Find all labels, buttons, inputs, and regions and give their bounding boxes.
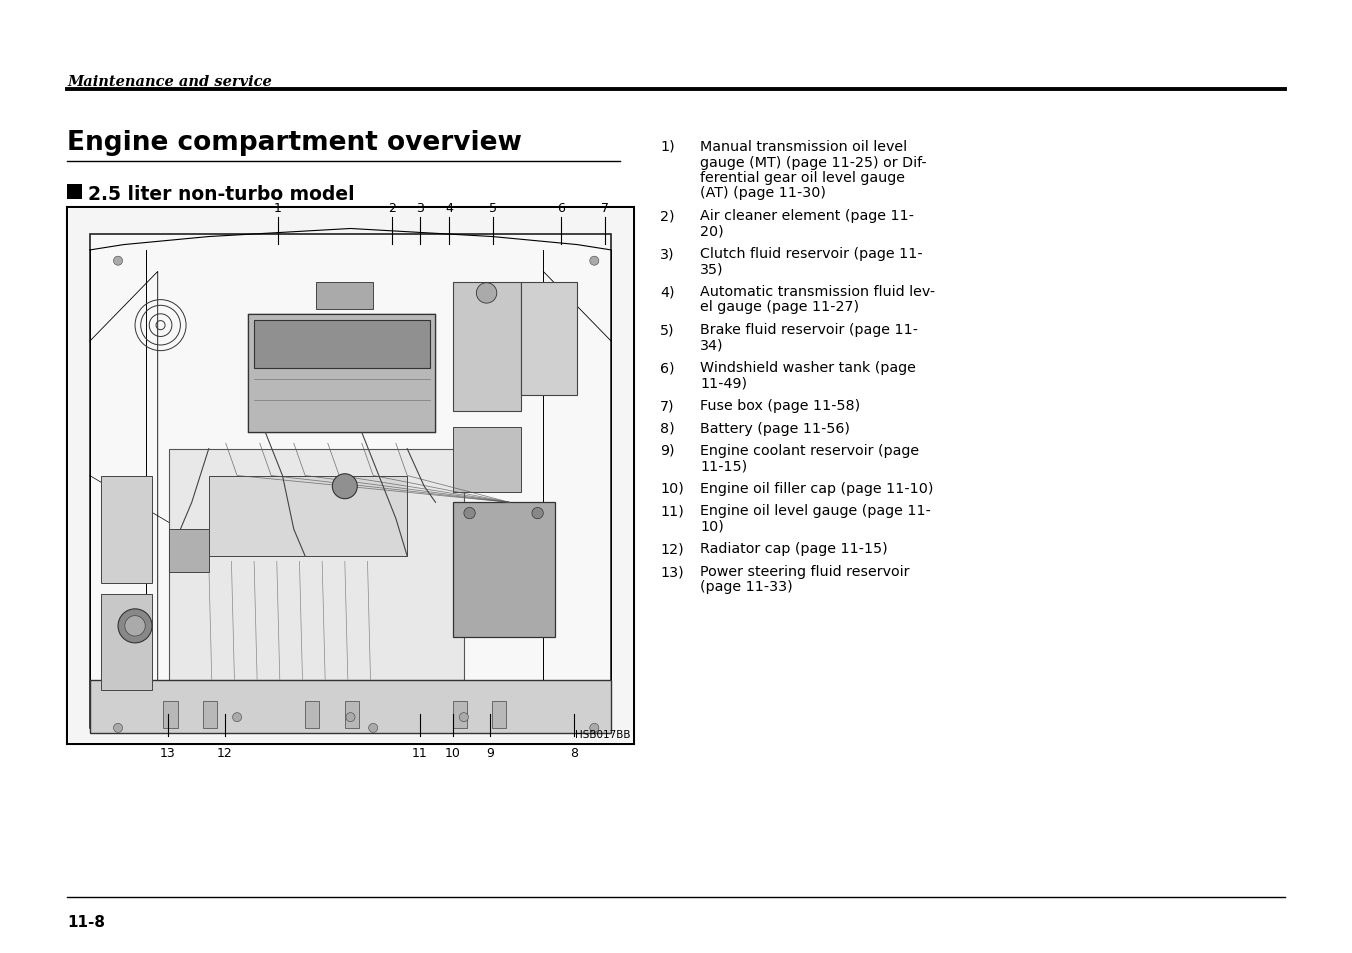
Circle shape: [589, 723, 599, 733]
Text: 2.5 liter non-turbo model: 2.5 liter non-turbo model: [88, 185, 354, 204]
Text: 7): 7): [660, 398, 675, 413]
Circle shape: [333, 475, 357, 499]
Circle shape: [476, 283, 496, 304]
Bar: [164, 701, 177, 728]
Text: 11): 11): [660, 504, 684, 518]
Text: 8): 8): [660, 421, 675, 435]
Text: 11: 11: [412, 746, 427, 760]
Bar: [316, 283, 373, 310]
Bar: [453, 428, 521, 492]
Bar: [68, 185, 82, 200]
Circle shape: [369, 723, 377, 733]
Text: 13: 13: [160, 746, 176, 760]
Bar: [169, 449, 464, 679]
Text: 11-15): 11-15): [700, 459, 748, 473]
Text: 12: 12: [218, 746, 233, 760]
Text: 5): 5): [660, 323, 675, 336]
Text: 11-49): 11-49): [700, 376, 748, 390]
Text: 5: 5: [489, 202, 498, 214]
Bar: [89, 679, 611, 734]
Text: 9: 9: [487, 746, 493, 760]
Text: Engine oil level gauge (page 11-: Engine oil level gauge (page 11-: [700, 504, 932, 518]
Text: Engine compartment overview: Engine compartment overview: [68, 130, 522, 156]
Bar: [306, 701, 319, 728]
Text: 10): 10): [660, 481, 684, 496]
Text: 34): 34): [700, 338, 723, 352]
Text: 1): 1): [660, 140, 675, 153]
Text: 10): 10): [700, 519, 723, 534]
Bar: [492, 701, 507, 728]
Text: ferential gear oil level gauge: ferential gear oil level gauge: [700, 171, 904, 185]
Text: Battery (page 11-56): Battery (page 11-56): [700, 421, 850, 435]
Text: 2: 2: [388, 202, 396, 214]
Bar: [68, 209, 633, 743]
Text: el gauge (page 11-27): el gauge (page 11-27): [700, 300, 859, 314]
Bar: [101, 594, 151, 691]
Text: 7: 7: [602, 202, 608, 214]
Text: 20): 20): [700, 224, 723, 238]
Bar: [203, 701, 218, 728]
Circle shape: [114, 257, 123, 266]
Text: 3): 3): [660, 247, 675, 261]
Text: Clutch fluid reservoir (page 11-: Clutch fluid reservoir (page 11-: [700, 247, 922, 261]
Text: Air cleaner element (page 11-: Air cleaner element (page 11-: [700, 209, 914, 223]
Text: 13): 13): [660, 564, 684, 578]
Text: 3: 3: [416, 202, 425, 214]
Circle shape: [114, 723, 123, 733]
Text: 11-8: 11-8: [68, 914, 105, 929]
Text: HSB017BB: HSB017BB: [575, 729, 630, 740]
Circle shape: [460, 713, 468, 722]
Bar: [453, 283, 521, 412]
Bar: [101, 476, 151, 583]
Text: (page 11-33): (page 11-33): [700, 579, 792, 594]
Text: 9): 9): [660, 443, 675, 457]
Text: Power steering fluid reservoir: Power steering fluid reservoir: [700, 564, 910, 578]
Polygon shape: [89, 234, 611, 728]
Circle shape: [118, 609, 151, 643]
Text: 12): 12): [660, 542, 684, 556]
Text: 10: 10: [445, 746, 461, 760]
Circle shape: [124, 616, 145, 637]
Bar: [254, 320, 430, 369]
Circle shape: [464, 508, 476, 519]
Text: 4): 4): [660, 285, 675, 298]
Text: 6): 6): [660, 360, 675, 375]
Circle shape: [233, 713, 242, 722]
Text: 35): 35): [700, 262, 723, 276]
Bar: [453, 701, 466, 728]
Text: Manual transmission oil level: Manual transmission oil level: [700, 140, 907, 153]
Text: 2): 2): [660, 209, 675, 223]
Circle shape: [589, 257, 599, 266]
Text: Radiator cap (page 11-15): Radiator cap (page 11-15): [700, 542, 888, 556]
Text: Engine coolant reservoir (page: Engine coolant reservoir (page: [700, 443, 919, 457]
Text: Engine oil filler cap (page 11-10): Engine oil filler cap (page 11-10): [700, 481, 933, 496]
Text: 6: 6: [557, 202, 565, 214]
Text: Maintenance and service: Maintenance and service: [68, 75, 272, 89]
Text: 1: 1: [274, 202, 283, 214]
Text: 8: 8: [571, 746, 579, 760]
Text: Windshield washer tank (page: Windshield washer tank (page: [700, 360, 915, 375]
Text: Fuse box (page 11-58): Fuse box (page 11-58): [700, 398, 860, 413]
Bar: [453, 503, 554, 637]
Bar: [68, 208, 634, 744]
Text: (AT) (page 11-30): (AT) (page 11-30): [700, 186, 826, 200]
Bar: [169, 530, 208, 573]
Text: Automatic transmission fluid lev-: Automatic transmission fluid lev-: [700, 285, 936, 298]
Bar: [208, 476, 407, 557]
Bar: [521, 283, 577, 395]
Bar: [345, 701, 360, 728]
Circle shape: [346, 713, 356, 722]
Circle shape: [531, 508, 544, 519]
Text: 4: 4: [445, 202, 453, 214]
Text: gauge (MT) (page 11-25) or Dif-: gauge (MT) (page 11-25) or Dif-: [700, 155, 926, 170]
FancyBboxPatch shape: [249, 315, 435, 433]
Text: Brake fluid reservoir (page 11-: Brake fluid reservoir (page 11-: [700, 323, 918, 336]
